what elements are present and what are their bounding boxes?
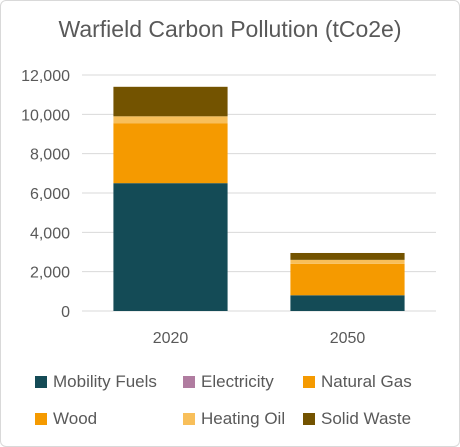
legend-swatch — [183, 376, 195, 388]
y-tick-label: 0 — [61, 304, 70, 321]
bar-segment — [113, 123, 228, 184]
legend-item: Wood — [35, 406, 97, 432]
legend-swatch — [35, 413, 47, 425]
legend-item: Electricity — [183, 369, 274, 395]
legend-swatch — [303, 376, 315, 388]
bars — [113, 86, 405, 311]
y-tick-label: 2,000 — [30, 265, 70, 282]
legend-label: Electricity — [201, 372, 274, 391]
legend-label: Natural Gas — [321, 372, 412, 391]
bar-segment — [290, 295, 405, 311]
legend-item: Natural Gas — [303, 369, 412, 395]
legend-item: Heating Oil — [183, 406, 285, 432]
bar-segment — [290, 252, 405, 260]
legend-item: Solid Waste — [303, 406, 411, 432]
legend-swatch — [35, 376, 47, 388]
y-axis-ticks: 0 2,000 4,000 6,000 8,000 10,000 12,000 — [21, 68, 70, 321]
legend-label: Heating Oil — [201, 409, 286, 428]
bar-segment — [113, 116, 228, 124]
y-tick-label: 12,000 — [21, 68, 70, 85]
x-tick-label: 2050 — [330, 330, 366, 347]
legend: Mobility Fuels Electricity Natural Gas Wood… — [0, 366, 460, 436]
bar-segment — [290, 263, 405, 296]
x-tick-label: 2020 — [153, 330, 189, 347]
y-tick-label: 6,000 — [30, 186, 70, 203]
bar-segment — [290, 259, 405, 264]
y-tick-label: 8,000 — [30, 147, 70, 164]
bar-segment — [113, 86, 228, 117]
y-tick-label: 4,000 — [30, 225, 70, 242]
chart-title: Warfield Carbon Pollution (tCo2e) — [58, 16, 402, 42]
x-axis-ticks: 2020 2050 — [153, 330, 366, 347]
y-tick-label: 10,000 — [21, 107, 70, 124]
legend-label: Solid Waste — [321, 409, 412, 428]
legend-label: Wood — [53, 409, 98, 428]
legend-swatch — [303, 413, 315, 425]
bar-segment — [113, 183, 228, 311]
legend-item: Mobility Fuels — [35, 369, 157, 395]
legend-label: Mobility Fuels — [53, 372, 157, 391]
legend-swatch — [183, 413, 195, 425]
